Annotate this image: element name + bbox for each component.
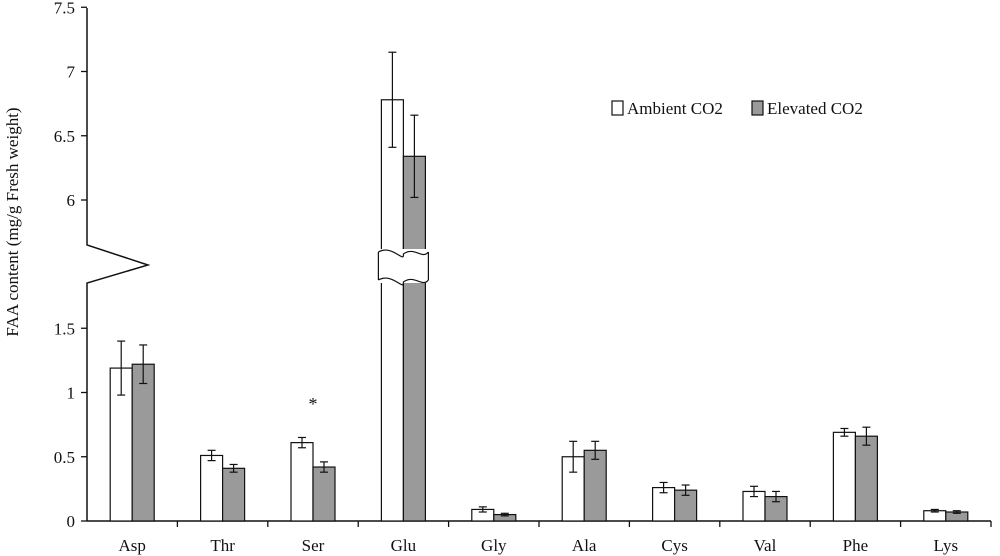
axis-break-line [378, 249, 429, 258]
bars [109, 99, 969, 522]
significance-marker: * [309, 394, 318, 414]
x-tick-label: Asp [118, 536, 145, 555]
x-tick-label: Gly [481, 536, 507, 555]
x-tick-label: Lys [934, 536, 959, 555]
legend-label: Elevated CO2 [767, 99, 863, 118]
axis-break-line [378, 277, 429, 286]
x-categories: Asp Thr Ser Glu Gly Ala Cys Val Phe Lys [118, 521, 992, 555]
legend-label: Ambient CO2 [627, 99, 723, 118]
annotations: * [309, 394, 318, 414]
y-axis-line [86, 8, 151, 521]
bar [290, 442, 314, 522]
bar [402, 155, 426, 522]
bar [583, 449, 607, 522]
x-tick-label: Cys [661, 536, 687, 555]
y-tick-label: 0 [67, 512, 76, 531]
bar [222, 467, 246, 522]
bar [832, 431, 857, 522]
y-tick-label: 0.5 [54, 448, 75, 467]
y-tick-label: 1 [67, 384, 76, 403]
bar [200, 454, 224, 522]
y-tick-label: 7.5 [54, 0, 75, 17]
y-tick-label: 1.5 [54, 319, 75, 338]
x-tick-label: Thr [210, 536, 235, 555]
x-tick-label: Phe [843, 536, 869, 555]
legend: Ambient CO2 Elevated CO2 [611, 99, 863, 118]
bar [312, 466, 336, 522]
y-tick-label: 6 [67, 191, 76, 210]
bar [131, 363, 155, 522]
x-tick-label: Ser [302, 536, 325, 555]
x-tick-label: Glu [391, 536, 417, 555]
legend-swatch [751, 100, 764, 116]
y-ticks: 0 0.5 1 1.5 6 6.5 7 7.5 [54, 0, 87, 531]
y-tick-label: 6.5 [54, 127, 75, 146]
x-tick-label: Val [754, 536, 777, 555]
y-tick-label: 7 [67, 63, 76, 82]
bar [854, 435, 879, 522]
bar [380, 99, 404, 522]
y-axis-label: FAA content (mg/g Fresh weight) [3, 107, 22, 336]
error-bars [117, 51, 961, 517]
legend-swatch [611, 100, 624, 116]
x-tick-label: Ala [572, 536, 597, 555]
